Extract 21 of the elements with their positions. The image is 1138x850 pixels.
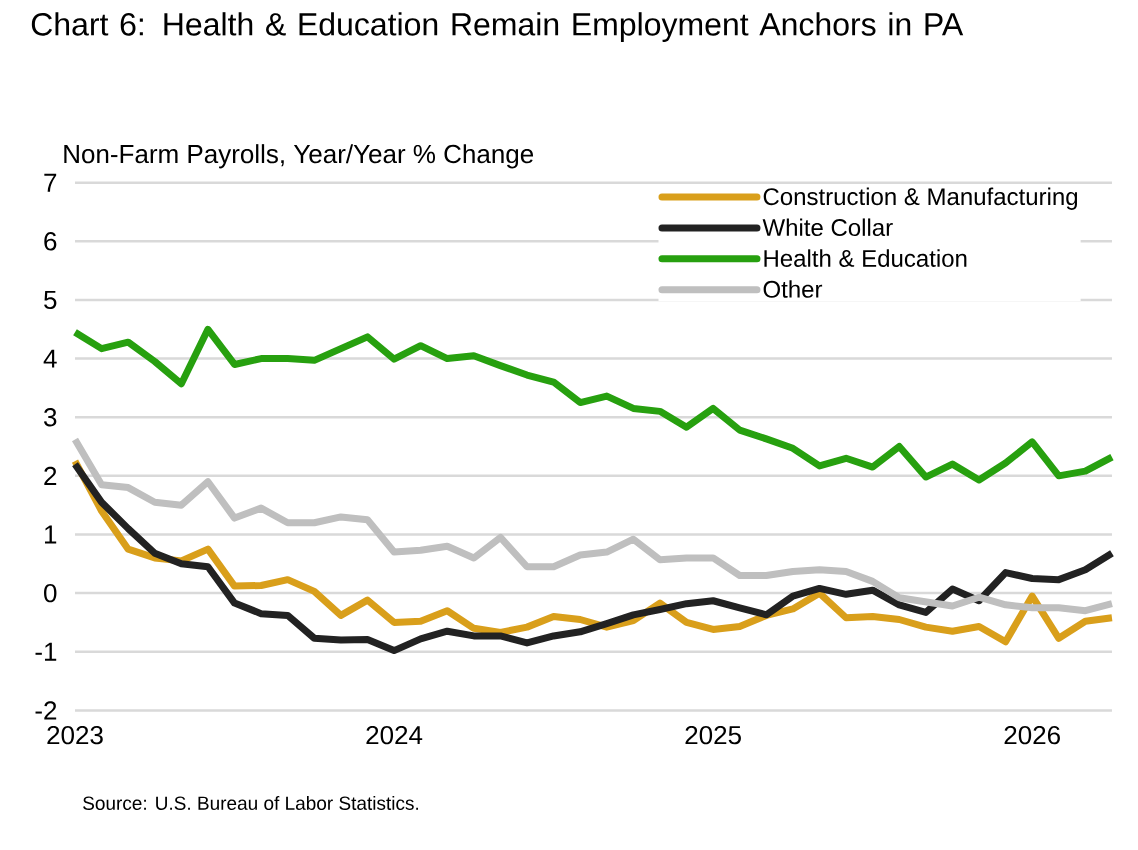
x-tick-label: 2026 bbox=[1004, 725, 1060, 745]
y-tick-label: 0 bbox=[44, 583, 57, 603]
legend-label: White Collar bbox=[762, 218, 893, 237]
y-tick-label: -1 bbox=[35, 642, 57, 661]
y-tick-label: 5 bbox=[44, 290, 57, 310]
y-tick-label: -2 bbox=[35, 701, 57, 720]
y-axis-title: Non-Farm Payrolls, Year/Year % Change bbox=[64, 144, 534, 169]
y-tick-label: 6 bbox=[44, 232, 57, 251]
legend-label: Health & Education bbox=[764, 249, 967, 267]
y-tick-label: 7 bbox=[44, 173, 57, 192]
x-tick-label: 2024 bbox=[366, 725, 423, 745]
x-tick-label: 2025 bbox=[685, 725, 741, 745]
y-tick-label: 1 bbox=[44, 525, 57, 544]
x-tick-label: 2023 bbox=[47, 725, 103, 745]
chart-title: Chart 6: Health & Education Remain Employment Anchors in PA bbox=[31, 12, 964, 43]
y-tick-label: 4 bbox=[43, 349, 57, 368]
source-note: Source: U.S. Bureau of Labor Statistics. bbox=[83, 796, 419, 810]
y-tick-label: 3 bbox=[44, 408, 57, 427]
legend-label: Other bbox=[763, 280, 823, 298]
legend-label: Construction & Manufacturing bbox=[763, 187, 1078, 210]
y-tick-label: 2 bbox=[44, 466, 57, 485]
